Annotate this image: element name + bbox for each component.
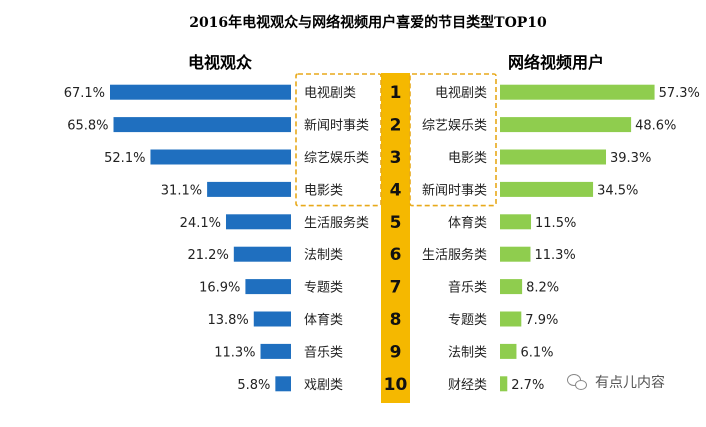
rank-number: 9	[390, 342, 402, 362]
left-category-label: 生活服务类	[304, 215, 369, 231]
right-value-label: 39.3%	[610, 151, 651, 166]
rank-number: 6	[390, 245, 402, 265]
left-bar	[233, 246, 291, 262]
left-bar	[207, 181, 291, 197]
watermark: 有点儿内容	[567, 372, 665, 392]
right-bar	[500, 311, 522, 327]
right-value-label: 48.6%	[635, 119, 676, 134]
rank-number: 10	[384, 375, 408, 395]
left-bar	[260, 343, 291, 359]
left-bar	[150, 149, 291, 165]
right-category-label: 体育类	[448, 215, 487, 231]
left-bar	[253, 311, 291, 327]
left-category-label: 电影类	[304, 183, 343, 198]
left-value-label: 21.2%	[188, 248, 229, 263]
left-category-label: 戏剧类	[304, 378, 343, 393]
right-bar	[500, 214, 532, 230]
right-value-label: 57.3%	[659, 86, 700, 101]
left-value-label: 24.1%	[180, 216, 221, 231]
left-category-label: 法制类	[304, 248, 343, 263]
right-category-label: 音乐类	[448, 280, 487, 296]
left-value-label: 65.8%	[67, 119, 108, 134]
right-category-label: 综艺娱乐类	[422, 119, 487, 134]
left-value-label: 67.1%	[64, 86, 105, 101]
left-value-label: 31.1%	[161, 183, 202, 198]
left-category-label: 体育类	[304, 312, 343, 328]
right-bar	[500, 343, 517, 359]
left-category-label: 专题类	[304, 281, 343, 296]
left-bar	[275, 376, 291, 392]
rank-number: 1	[390, 83, 402, 103]
left-bar	[113, 117, 291, 133]
right-category-label: 电影类	[448, 151, 487, 166]
left-value-label: 5.8%	[237, 378, 270, 393]
rank-number: 2	[390, 116, 402, 136]
rank-number: 8	[390, 310, 402, 330]
left-category-label: 电视剧类	[304, 86, 356, 101]
right-value-label: 7.9%	[525, 313, 558, 328]
left-value-label: 16.9%	[199, 281, 240, 296]
right-bar	[500, 279, 523, 295]
rank-number: 7	[390, 278, 402, 298]
right-bar	[500, 117, 632, 133]
right-bar	[500, 376, 508, 392]
left-bar	[225, 214, 291, 230]
left-bar	[110, 84, 291, 100]
right-bar	[500, 84, 655, 100]
right-value-label: 6.1%	[520, 345, 553, 360]
right-category-label: 财经类	[448, 378, 487, 393]
left-category-label: 综艺娱乐类	[304, 151, 369, 166]
left-series-title: 电视观众	[188, 53, 253, 72]
right-value-label: 34.5%	[597, 183, 638, 198]
right-value-label: 8.2%	[526, 281, 559, 296]
right-value-label: 2.7%	[511, 378, 544, 393]
rank-number: 3	[390, 148, 402, 168]
right-category-label: 生活服务类	[422, 247, 487, 263]
right-bar	[500, 246, 531, 262]
left-value-label: 52.1%	[104, 151, 145, 166]
rank-number: 5	[390, 213, 402, 233]
left-value-label: 13.8%	[207, 313, 248, 328]
rank-number: 4	[390, 180, 402, 200]
left-value-label: 11.3%	[214, 345, 255, 360]
top4-box-left	[295, 73, 382, 207]
chat-bubble-icon	[567, 373, 589, 391]
top4-box-right	[409, 73, 497, 207]
left-bar	[245, 279, 291, 295]
right-series-title: 网络视频用户	[508, 53, 604, 72]
left-category-label: 音乐类	[304, 344, 343, 360]
right-category-label: 专题类	[448, 313, 487, 328]
right-value-label: 11.3%	[534, 248, 575, 263]
right-bar	[500, 181, 594, 197]
chart-title: 2016年电视观众与网络视频用户喜爱的节目类型TOP10	[189, 14, 547, 31]
rank-strip	[381, 73, 410, 403]
right-category-label: 法制类	[448, 345, 487, 360]
right-bar	[500, 149, 607, 165]
right-category-label: 新闻时事类	[422, 182, 487, 198]
right-value-label: 11.5%	[535, 216, 576, 231]
watermark-text: 有点儿内容	[595, 375, 665, 391]
left-category-label: 新闻时事类	[304, 118, 369, 134]
right-category-label: 电视剧类	[435, 86, 487, 101]
